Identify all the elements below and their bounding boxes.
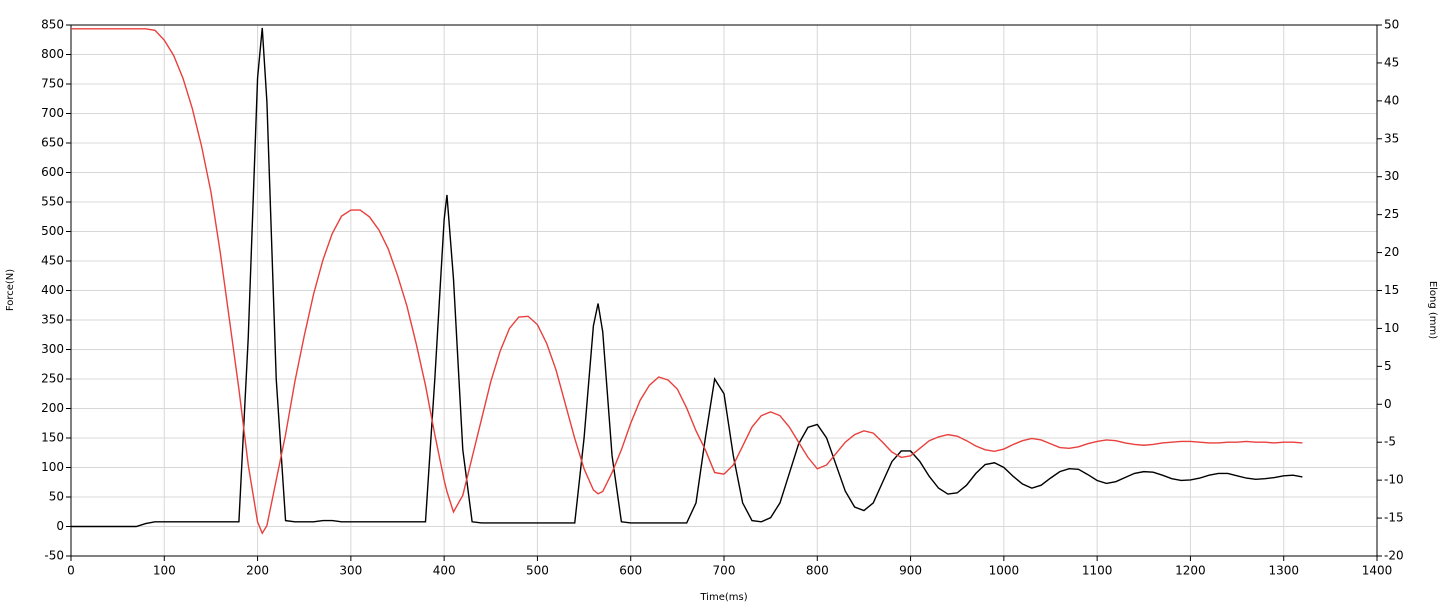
y-tick-label: 800 [41,47,64,61]
y-tick-label: 300 [41,342,64,356]
y2-axis-label: Elong (mm) [1427,281,1438,339]
y-tick-label: 650 [41,136,64,150]
x-tick-label: 200 [246,564,269,578]
y2-tick-label: -15 [1384,511,1404,525]
y2-tick-label: 20 [1384,245,1399,259]
y-tick-label: 200 [41,401,64,415]
x-tick-label: 0 [67,564,75,578]
y2-tick-label: 35 [1384,131,1399,145]
y-tick-label: 100 [41,460,64,474]
y-tick-label: 450 [41,254,64,268]
y-tick-label: 550 [41,195,64,209]
y-tick-label: 0 [56,519,64,533]
y-tick-label: 250 [41,372,64,386]
plot-frame [70,24,1378,557]
y2-tick-label: 30 [1384,169,1399,183]
y2-tick-label: 40 [1384,93,1399,107]
y-tick-label: 400 [41,283,64,297]
y-tick-label: 50 [49,490,64,504]
y-axis-label: Force(N) [5,269,16,311]
x-tick-label: 1400 [1362,564,1393,578]
y2-tick-label: 50 [1384,18,1399,32]
series-line [71,27,1303,528]
x-tick-label: 1300 [1268,564,1299,578]
series-line [71,28,1303,535]
y2-tick-label: 0 [1384,397,1392,411]
y-tick-label: -50 [44,549,64,563]
x-tick-label: 700 [713,564,736,578]
x-tick-label: 600 [619,564,642,578]
x-tick-label: 300 [339,564,362,578]
y2-tick-label: -10 [1384,473,1404,487]
y-tick-label: 600 [41,165,64,179]
y-tick-label: 750 [41,77,64,91]
x-tick-label: 1200 [1175,564,1206,578]
x-axis-label: Time(ms) [699,592,747,603]
y-tick-label: 500 [41,224,64,238]
x-tick-label: 900 [899,564,922,578]
y-tick-label: 850 [41,18,64,32]
y2-tick-label: -20 [1384,549,1404,563]
y-tick-label: 350 [41,313,64,327]
y2-tick-label: 5 [1384,359,1392,373]
y-tick-label: 150 [41,431,64,445]
x-tick-label: 1000 [989,564,1020,578]
y2-tick-label: 25 [1384,207,1399,221]
y-tick-label: 700 [41,106,64,120]
x-tick-label: 800 [806,564,829,578]
y2-tick-label: 15 [1384,283,1399,297]
x-tick-label: 500 [526,564,549,578]
x-tick-label: 100 [153,564,176,578]
y2-tick-label: 10 [1384,321,1399,335]
y2-tick-label: 45 [1384,55,1399,69]
x-tick-label: 1100 [1082,564,1113,578]
x-tick-label: 400 [433,564,456,578]
y2-tick-label: -5 [1384,435,1396,449]
